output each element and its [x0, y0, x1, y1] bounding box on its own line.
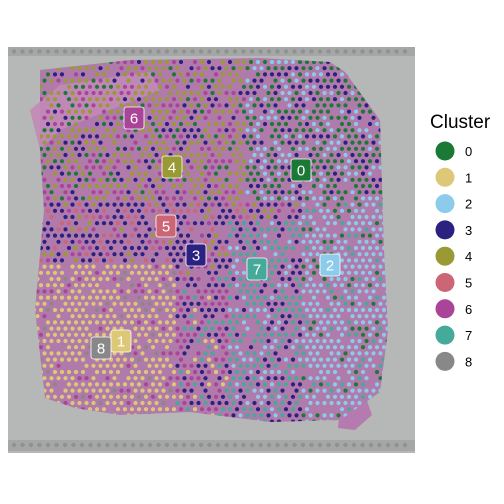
legend-item-4: 4 [435, 246, 472, 266]
fiducial-dots [11, 49, 408, 448]
legend-swatch [435, 194, 455, 214]
legend-item-7: 7 [435, 325, 472, 345]
cluster-label-layer: 0 1 2 3 4 5 6 7 8 [90, 106, 341, 360]
cluster-label-3: 3 [185, 243, 207, 267]
legend-swatch [435, 220, 455, 240]
cluster-label-6: 6 [123, 106, 145, 130]
cluster-label-5: 5 [155, 214, 177, 238]
cluster-label-text: 1 [117, 334, 125, 351]
legend-item-6: 6 [435, 299, 472, 319]
legend-swatch [435, 351, 455, 371]
legend-item-2: 2 [435, 194, 472, 214]
cluster-label-text: 2 [326, 258, 334, 275]
legend-label: 6 [465, 302, 472, 317]
legend-swatch [435, 325, 455, 345]
legend-label: 5 [465, 276, 472, 291]
cluster-label-0: 0 [290, 158, 312, 182]
legend-item-3: 3 [435, 220, 472, 240]
legend-title: Cluster [430, 112, 491, 133]
cluster-label-4: 4 [161, 155, 183, 179]
cluster-label-2: 2 [319, 253, 341, 277]
legend-label: 7 [465, 328, 472, 343]
legend-label: 3 [465, 223, 472, 238]
cluster-label-1: 1 [110, 329, 132, 353]
legend-label: 4 [465, 249, 472, 264]
legend-label: 1 [465, 170, 472, 185]
tissue-fragment [338, 395, 372, 430]
legend-item-0: 0 [435, 141, 472, 161]
cluster-label-text: 7 [253, 262, 261, 279]
legend-label: 8 [465, 354, 472, 369]
legend-item-5: 5 [435, 273, 472, 292]
legend-swatch [435, 273, 455, 292]
cluster-label-text: 5 [162, 219, 170, 236]
cluster-label-8: 8 [90, 336, 112, 360]
legend-label: 2 [465, 197, 472, 212]
cluster-label-text: 4 [168, 160, 176, 177]
cluster-label-text: 8 [97, 341, 105, 358]
legend: Cluster 0 1 2 3 4 5 6 7 8 [430, 112, 491, 371]
cluster-label-text: 3 [192, 248, 200, 265]
legend-label: 0 [465, 144, 472, 159]
legend-item-1: 1 [435, 167, 472, 187]
legend-swatch [435, 299, 455, 319]
legend-swatch [435, 167, 455, 187]
legend-swatch [435, 141, 455, 161]
cluster-label-text: 0 [297, 163, 305, 180]
cluster-label-7: 7 [246, 257, 268, 281]
cluster-label-text: 6 [130, 111, 138, 128]
legend-swatch [435, 246, 455, 266]
legend-item-8: 8 [435, 351, 472, 371]
